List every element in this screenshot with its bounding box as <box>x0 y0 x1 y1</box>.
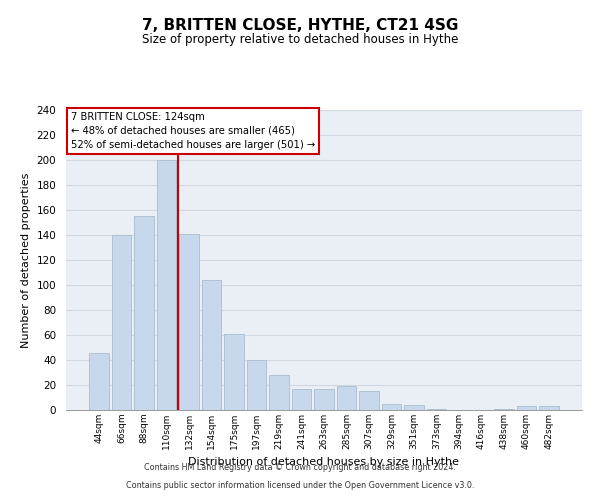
Bar <box>494 409 514 410</box>
Bar <box>134 216 154 410</box>
Bar <box>382 404 401 410</box>
Text: Size of property relative to detached houses in Hythe: Size of property relative to detached ho… <box>142 32 458 46</box>
Bar <box>89 352 109 410</box>
Bar <box>112 235 131 410</box>
Bar <box>224 334 244 410</box>
Bar <box>517 406 536 410</box>
Text: 7, BRITTEN CLOSE, HYTHE, CT21 4SG: 7, BRITTEN CLOSE, HYTHE, CT21 4SG <box>142 18 458 32</box>
Text: 7 BRITTEN CLOSE: 124sqm
← 48% of detached houses are smaller (465)
52% of semi-d: 7 BRITTEN CLOSE: 124sqm ← 48% of detache… <box>71 112 316 150</box>
Bar <box>539 406 559 410</box>
Bar <box>157 160 176 410</box>
Bar <box>314 389 334 410</box>
Text: Contains HM Land Registry data © Crown copyright and database right 2024.: Contains HM Land Registry data © Crown c… <box>144 464 456 472</box>
Bar <box>269 375 289 410</box>
Y-axis label: Number of detached properties: Number of detached properties <box>21 172 31 348</box>
Bar <box>292 389 311 410</box>
Bar <box>179 234 199 410</box>
Bar <box>404 405 424 410</box>
Bar <box>247 360 266 410</box>
Bar <box>337 386 356 410</box>
Bar <box>202 280 221 410</box>
Bar <box>427 409 446 410</box>
X-axis label: Distribution of detached houses by size in Hythe: Distribution of detached houses by size … <box>188 458 460 468</box>
Text: Contains public sector information licensed under the Open Government Licence v3: Contains public sector information licen… <box>126 481 474 490</box>
Bar <box>359 391 379 410</box>
